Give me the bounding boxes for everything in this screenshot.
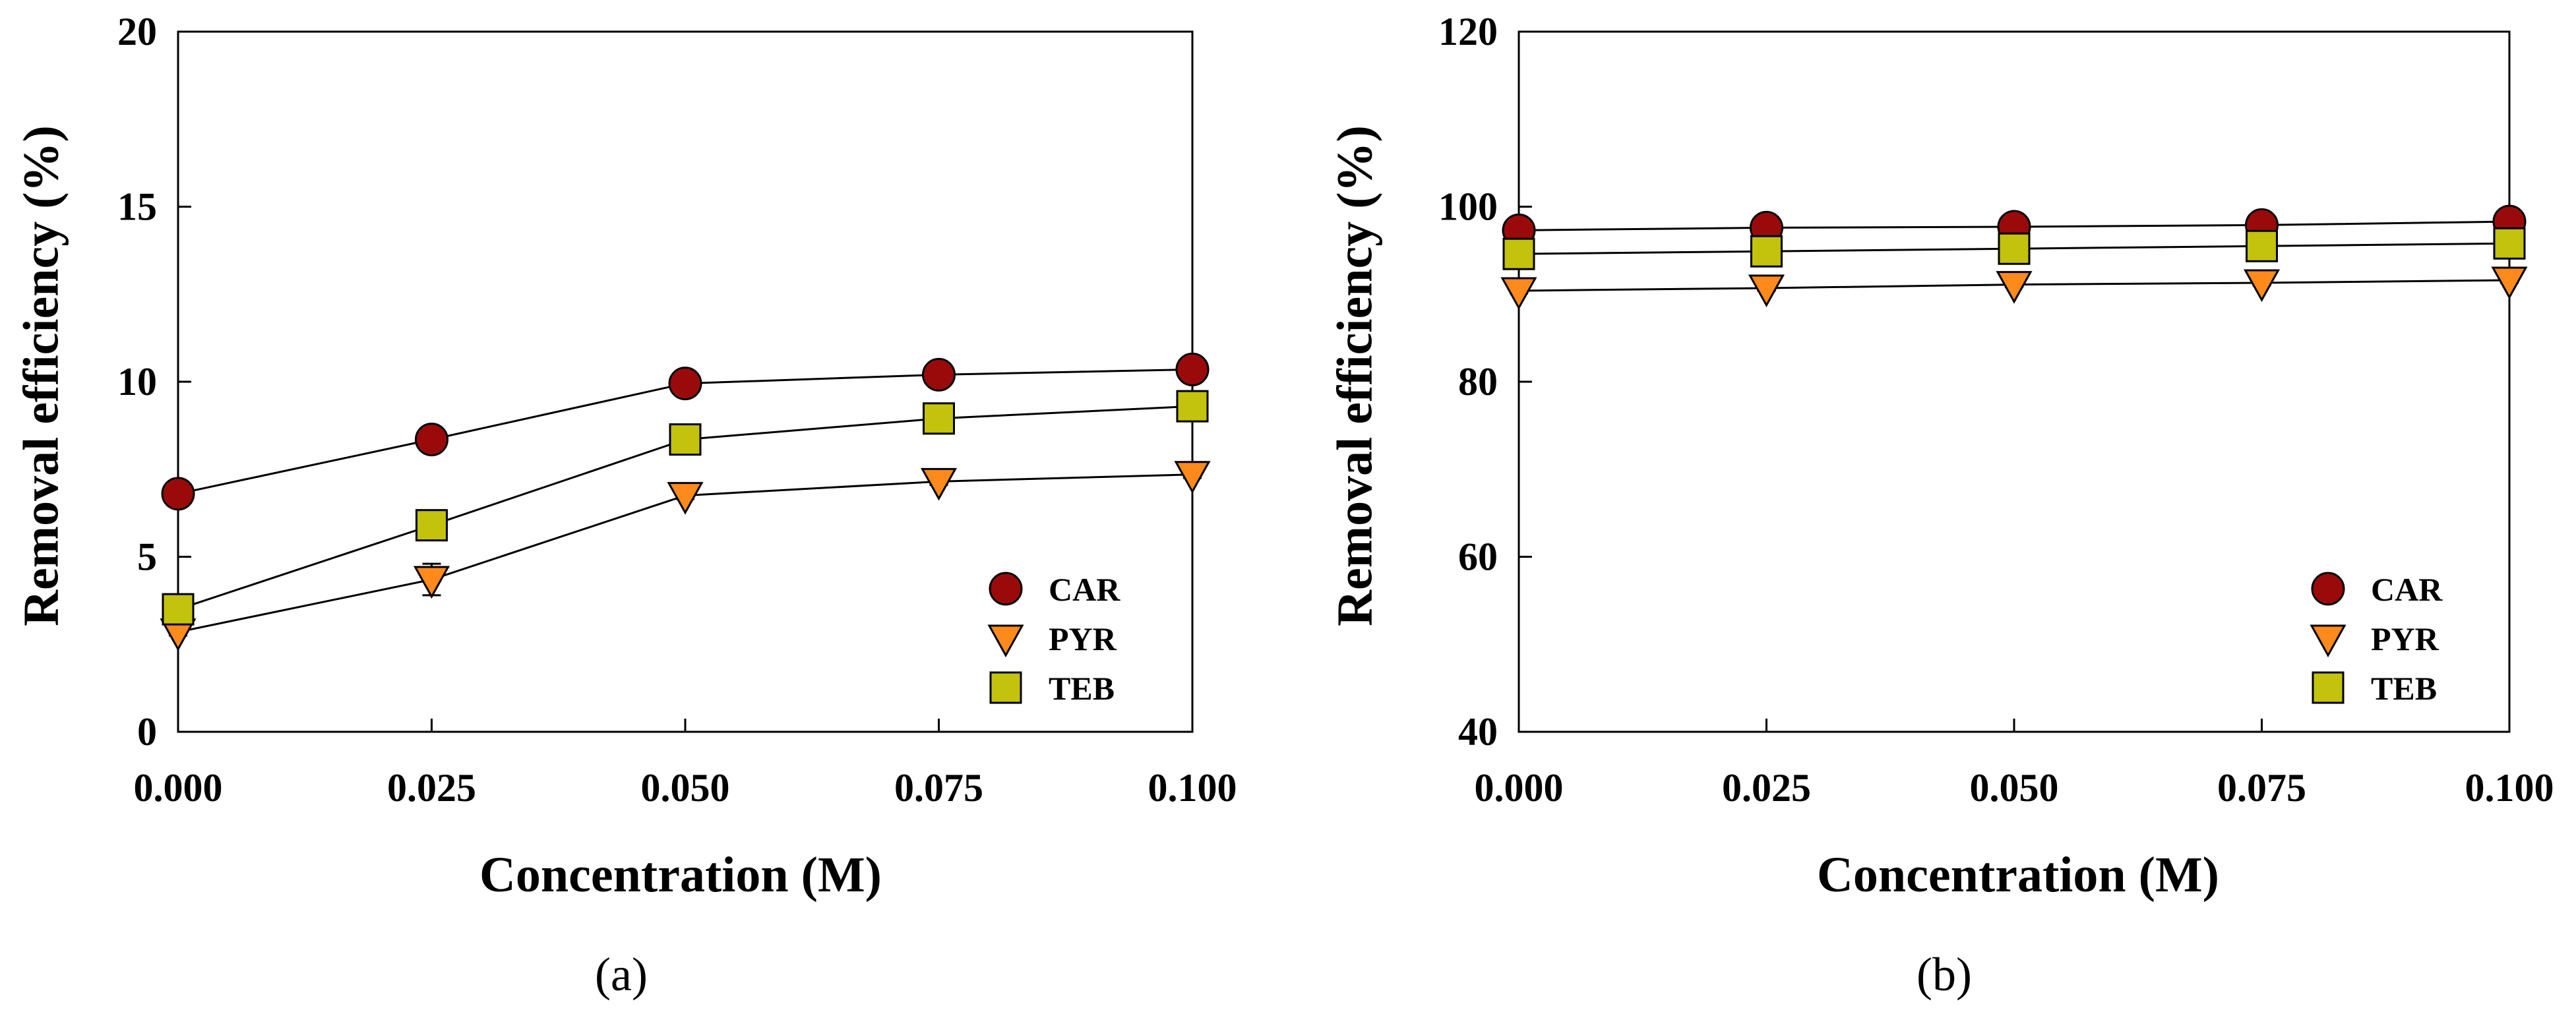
series-car [161, 352, 1210, 511]
y-axis-title-text: Removal efficiency (%) [1327, 125, 1382, 626]
data-point [2491, 266, 2528, 300]
data-point [415, 509, 448, 542]
x-tick-label: 0.100 [2465, 766, 2554, 810]
chart-panel-a: Removal efficiency (%) Concentration (M)… [13, 10, 1237, 1001]
y-axis-title-text: Removal efficiency (%) [13, 125, 69, 626]
legend-item-teb: TEB [989, 670, 1115, 707]
legend-marker [2311, 572, 2345, 606]
data-point [1502, 237, 1535, 270]
data-point [2243, 269, 2281, 303]
y-tick-label: 120 [1438, 10, 1498, 53]
data-point [668, 367, 702, 401]
data-point [922, 357, 956, 392]
legend-label: PYR [2371, 620, 2439, 657]
data-point [1998, 232, 2031, 265]
legend-marker [989, 572, 1023, 606]
data-point [920, 467, 958, 501]
data-point [1996, 271, 2033, 304]
y-axis-title: Removal efficiency (%) [1327, 125, 1382, 626]
data-point [2246, 229, 2278, 262]
data-point [1175, 352, 1210, 386]
legend-label: TEB [1049, 670, 1115, 707]
series-pyr [160, 461, 1211, 651]
y-axis-title: Removal efficiency (%) [13, 125, 69, 626]
y-tick-label: 60 [1458, 535, 1498, 579]
series-teb [162, 390, 1209, 626]
y-tick-label: 0 [137, 710, 157, 754]
series-teb [1502, 227, 2526, 270]
legend-marker [987, 624, 1024, 658]
panel-label: (a) [595, 948, 648, 1001]
legend-item-pyr: PYR [2310, 620, 2439, 658]
y-tick-label: 100 [1438, 185, 1498, 229]
data-point [161, 477, 195, 511]
y-tick-label: 15 [117, 185, 157, 229]
y-tick-label: 10 [117, 360, 157, 403]
y-tick-label: 80 [1458, 360, 1498, 403]
x-tick-label: 0.000 [134, 766, 223, 810]
series-pyr [1500, 266, 2528, 311]
legend-label: PYR [1049, 620, 1117, 657]
x-tick-label: 0.050 [1970, 766, 2059, 810]
legend-item-car: CAR [2311, 571, 2443, 608]
legend-marker [989, 671, 1022, 704]
x-tick-label: 0.100 [1148, 766, 1237, 810]
data-point [413, 566, 450, 599]
panel-label: (b) [1917, 948, 1972, 1001]
data-point [162, 593, 195, 626]
y-tick-label: 40 [1458, 710, 1498, 754]
legend-item-pyr: PYR [987, 620, 1117, 658]
legend-item-car: CAR [989, 571, 1120, 608]
data-point [415, 423, 448, 457]
legend-marker [2312, 671, 2345, 704]
y-tick-label: 5 [137, 535, 157, 579]
data-point [1176, 390, 1209, 423]
data-point [1748, 274, 1785, 308]
data-point [1750, 235, 1783, 268]
data-point [1500, 277, 1537, 311]
x-tick-label: 0.075 [2217, 766, 2306, 810]
data-point [1174, 461, 1211, 494]
x-tick-label: 0.050 [641, 766, 730, 810]
legend-marker [2310, 624, 2346, 658]
x-tick-label: 0.000 [1475, 766, 1564, 810]
data-point [923, 402, 955, 435]
legend-item-teb: TEB [2312, 670, 2437, 707]
x-tick-label: 0.025 [1722, 766, 1811, 810]
legend-label: CAR [1049, 571, 1120, 608]
y-tick-label: 20 [117, 10, 157, 53]
legend-label: CAR [2371, 571, 2443, 608]
legend-label: TEB [2371, 670, 2437, 707]
x-axis-title: Concentration (M) [479, 847, 882, 903]
data-point [667, 482, 704, 515]
data-point [669, 423, 702, 456]
x-tick-label: 0.025 [387, 766, 476, 810]
x-tick-label: 0.075 [894, 766, 983, 810]
data-point [2493, 227, 2526, 260]
chart-panel-b: Removal efficiency (%) Concentration (M)… [1327, 10, 2554, 1001]
x-axis-title: Concentration (M) [1817, 847, 2219, 903]
